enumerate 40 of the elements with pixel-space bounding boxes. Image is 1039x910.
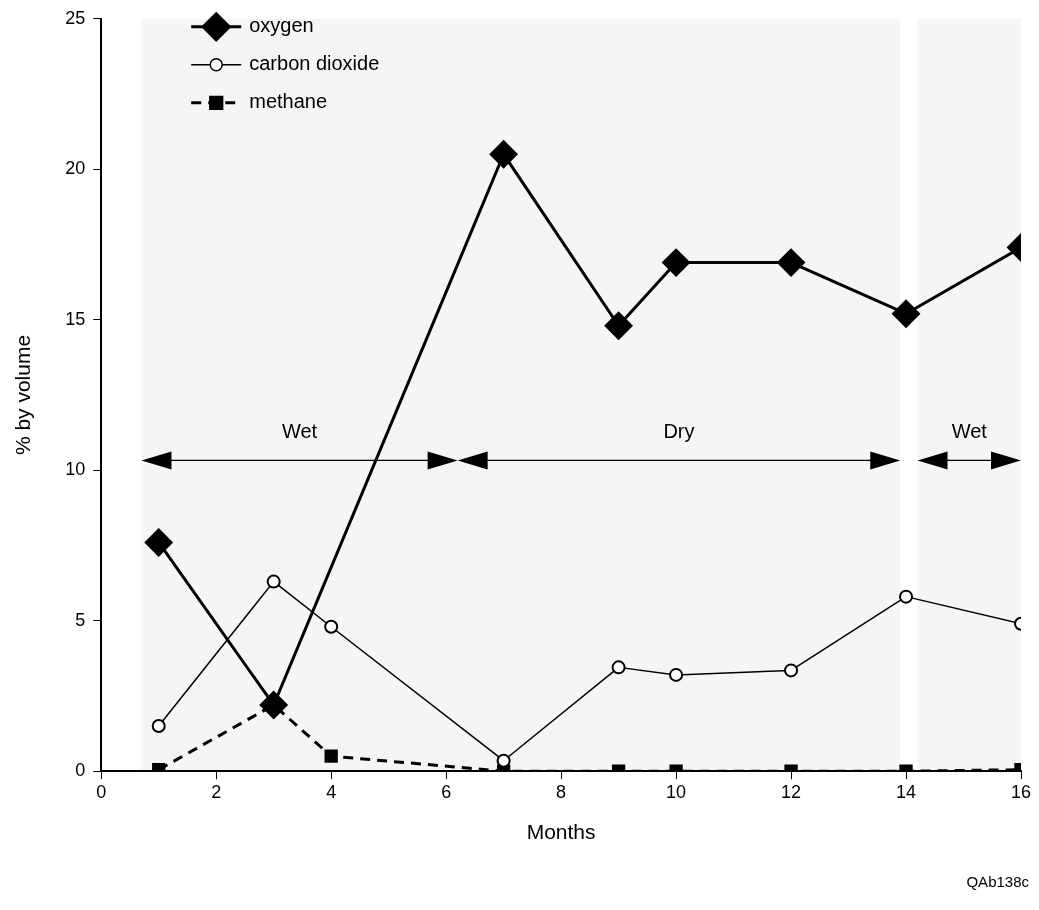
legend-label: carbon dioxide: [249, 52, 380, 75]
point: [611, 660, 626, 675]
point: [892, 299, 921, 328]
point: [784, 663, 799, 678]
point: [144, 528, 173, 557]
x-tick-label: 8: [556, 781, 567, 802]
y-axis-title: % by volume: [11, 334, 35, 456]
x-tick-label: 16: [1010, 781, 1032, 802]
point: [324, 749, 338, 763]
point: [777, 248, 806, 277]
legend-label: methane: [249, 90, 328, 113]
x-tick-label: 4: [326, 781, 337, 802]
y-tick-label: 0: [75, 760, 86, 781]
point: [604, 311, 633, 340]
point: [324, 619, 339, 634]
band-label: Dry: [663, 419, 695, 442]
x-axis-title: Months: [526, 820, 596, 844]
point: [151, 719, 166, 734]
y-tick-label: 5: [75, 609, 86, 630]
point: [489, 140, 518, 169]
text: QAb138c: [966, 872, 1030, 890]
point: [662, 248, 691, 277]
point: [496, 753, 511, 768]
point: [259, 690, 288, 719]
x-tick-label: 6: [441, 781, 452, 802]
point: [669, 667, 684, 682]
x-tick-label: 2: [211, 781, 222, 802]
y-tick-label: 10: [65, 459, 86, 480]
band-label: Wet: [951, 419, 988, 442]
band-label: Wet: [281, 419, 318, 442]
y-tick-label: 15: [65, 308, 86, 329]
y-tick-label: 20: [65, 158, 86, 179]
x-tick-label: 10: [666, 781, 687, 802]
y-tick-label: 25: [65, 7, 86, 28]
x-tick-label: 14: [896, 781, 917, 802]
point: [899, 589, 914, 604]
x-tick-label: 0: [96, 781, 107, 802]
point: [266, 574, 281, 589]
x-tick-label: 12: [781, 781, 802, 802]
legend-label: oxygen: [249, 14, 314, 37]
